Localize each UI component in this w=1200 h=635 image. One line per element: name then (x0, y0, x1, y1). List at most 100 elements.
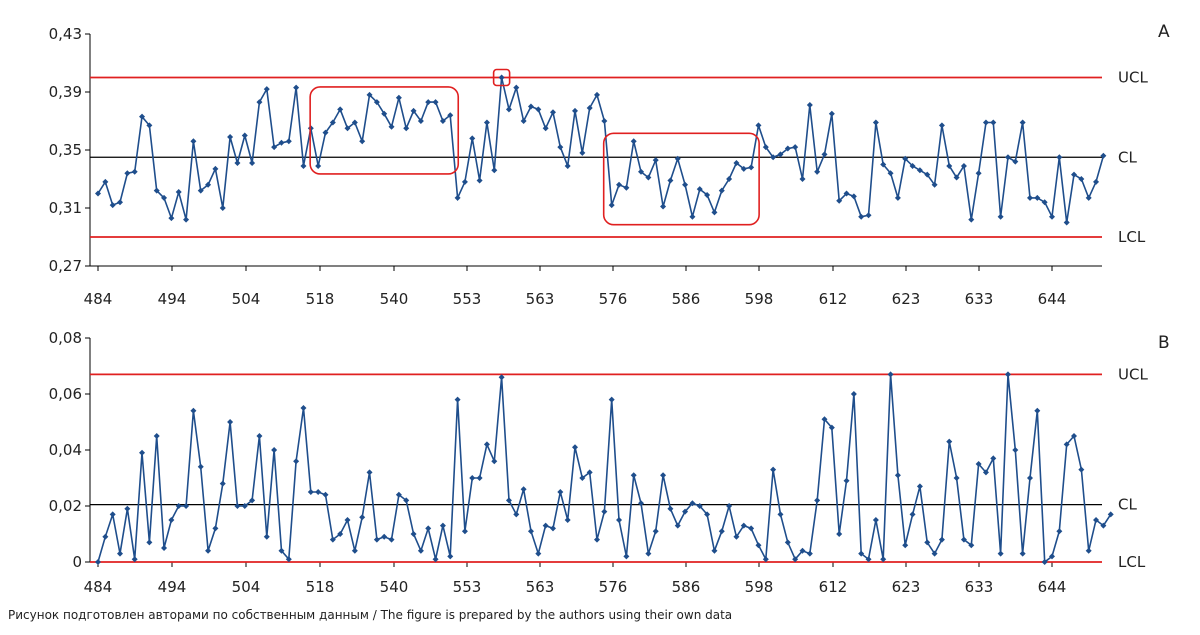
charts-svg: A B 0,27 0,31 0,35 0,39 0,43 484 494 504 518 540 5… (49, 22, 1170, 596)
x-tick-label: 494 (158, 578, 187, 596)
data-point (696, 503, 703, 509)
data-point (388, 123, 395, 130)
data-point (777, 511, 784, 518)
data-point (124, 170, 131, 177)
data-point (638, 500, 645, 507)
data-point (601, 508, 608, 515)
data-point (102, 533, 109, 540)
data-point (549, 525, 556, 532)
data-point (439, 118, 446, 124)
data-point (1012, 158, 1019, 165)
data-point (212, 525, 219, 532)
data-point (329, 119, 336, 126)
x-tick-label: 576 (599, 578, 628, 596)
data-point (902, 542, 909, 549)
chart-panel-b: 0 0,02 0,04 0,06 0,08 484 494 504 518 540 553 563 57… (49, 329, 1149, 596)
data-point (887, 371, 894, 378)
data-point (417, 118, 424, 124)
data-point (505, 106, 512, 113)
data-point (190, 138, 197, 145)
data-point (271, 144, 278, 151)
data-point (1071, 433, 1078, 439)
data-point (843, 190, 850, 197)
data-point (1056, 154, 1063, 161)
data-point (586, 104, 593, 111)
data-point (660, 203, 667, 210)
data-point (212, 165, 219, 172)
data-point (307, 489, 314, 495)
data-point (322, 129, 329, 136)
data-point (623, 553, 630, 560)
x-tick-label: 623 (892, 290, 921, 308)
data-point (931, 181, 938, 188)
y-tick-label: 0,02 (49, 497, 82, 515)
data-point (1100, 152, 1107, 159)
data-point (527, 528, 534, 535)
data-point (491, 167, 498, 174)
x-tick-label: 598 (745, 578, 774, 596)
data-point (293, 84, 300, 91)
data-point (271, 447, 278, 453)
data-point (249, 160, 256, 167)
data-point (1063, 219, 1070, 226)
data-point (938, 536, 945, 543)
data-point (594, 536, 601, 543)
data-point (821, 416, 828, 423)
cl-label: CL (1118, 148, 1137, 166)
data-point (806, 550, 813, 557)
x-tick-label: 484 (84, 578, 113, 596)
data-point (388, 536, 395, 543)
data-point (329, 536, 336, 543)
data-point (285, 138, 292, 145)
data-point (175, 503, 182, 509)
data-point (667, 505, 674, 512)
data-point (117, 550, 124, 557)
x-tick-label: 586 (672, 578, 701, 596)
data-point (1041, 199, 1048, 206)
data-point (894, 472, 901, 479)
data-point (447, 553, 454, 560)
data-point (410, 107, 417, 114)
data-point (982, 119, 989, 126)
data-point (660, 472, 667, 479)
data-point (1071, 171, 1078, 178)
data-point (909, 511, 916, 518)
data-point (278, 547, 285, 554)
data-point (630, 472, 637, 479)
data-point (579, 475, 586, 481)
data-point (527, 103, 534, 110)
data-point (454, 396, 461, 403)
data-point (95, 559, 101, 565)
data-point (542, 522, 549, 529)
data-point (645, 174, 652, 181)
data-point (1012, 447, 1019, 453)
data-point (403, 497, 410, 504)
x-tick-label: 518 (306, 578, 335, 596)
data-point (887, 170, 894, 177)
x-tick-label: 644 (1038, 578, 1067, 596)
data-point (535, 106, 542, 113)
data-point (733, 160, 740, 167)
data-point (549, 109, 556, 116)
data-point (770, 154, 777, 161)
data-point (249, 497, 256, 504)
data-point (953, 475, 960, 481)
data-point (755, 122, 762, 129)
data-point (557, 489, 564, 495)
lcl-label: LCL (1118, 228, 1146, 246)
y-tick-label: 0,43 (49, 25, 82, 43)
data-point (131, 168, 138, 175)
data-point (469, 475, 476, 481)
y-tick-label: 0,39 (49, 83, 82, 101)
data-point (909, 162, 916, 169)
data-point (960, 162, 967, 169)
data-point (498, 374, 505, 381)
data-point (704, 191, 711, 198)
data-point (711, 209, 718, 216)
data-point (616, 181, 623, 188)
data-point (183, 503, 190, 509)
y-tick-label: 0,31 (49, 199, 82, 217)
data-point (461, 178, 468, 185)
data-point (351, 547, 358, 554)
data-point (1004, 371, 1011, 378)
